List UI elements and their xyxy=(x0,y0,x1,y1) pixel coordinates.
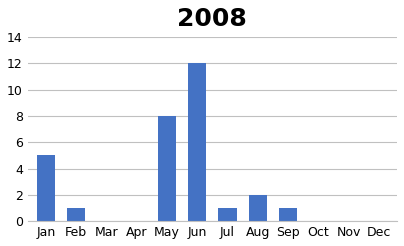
Bar xyxy=(37,155,55,221)
Bar xyxy=(158,116,176,221)
Bar xyxy=(188,63,206,221)
Bar xyxy=(219,208,237,221)
Bar xyxy=(67,208,85,221)
Bar xyxy=(279,208,297,221)
Bar xyxy=(249,195,267,221)
Title: 2008: 2008 xyxy=(177,7,247,31)
